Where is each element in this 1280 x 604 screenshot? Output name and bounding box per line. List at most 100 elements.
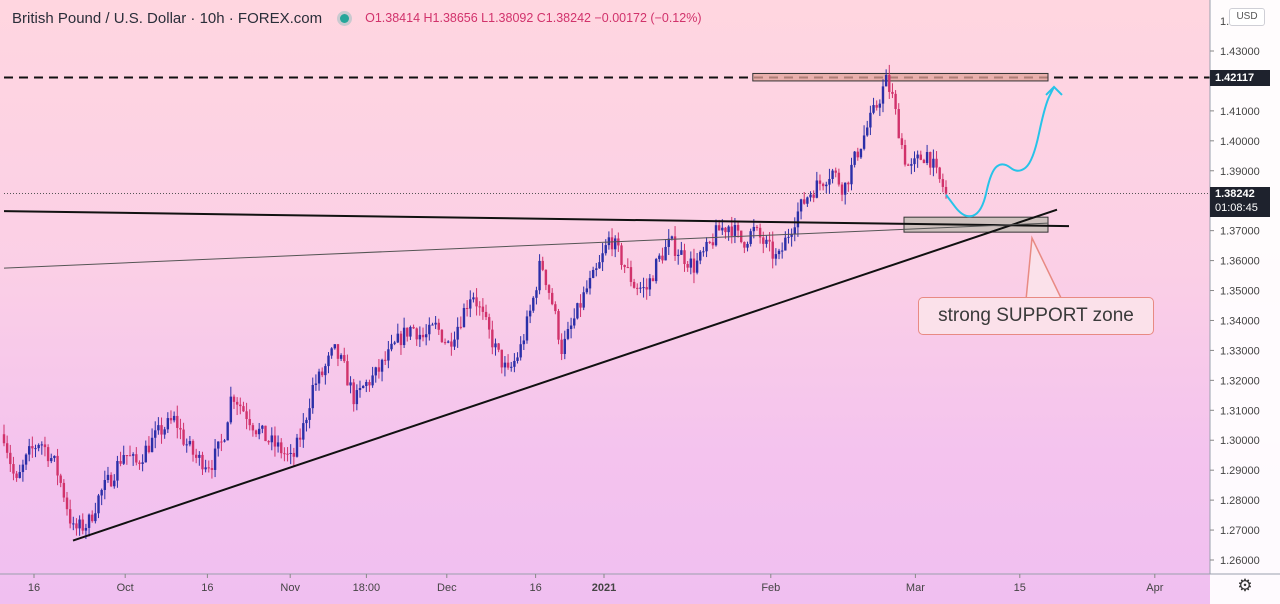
candle-body bbox=[131, 454, 135, 456]
candle-body bbox=[109, 474, 113, 487]
candle-body bbox=[371, 375, 374, 386]
candle-body bbox=[774, 254, 778, 259]
candle-body bbox=[251, 425, 255, 431]
candle-body bbox=[535, 290, 538, 298]
candle-body bbox=[478, 306, 481, 308]
candle-body bbox=[440, 329, 444, 343]
support-label: strong SUPPORT zone bbox=[938, 305, 1134, 326]
currency-selector[interactable]: USD bbox=[1229, 8, 1265, 26]
candle-body bbox=[784, 237, 787, 251]
candle-body bbox=[267, 441, 270, 443]
candle-body bbox=[481, 306, 485, 312]
candle-body bbox=[601, 253, 604, 263]
candle-body bbox=[922, 159, 926, 164]
candle-body bbox=[516, 357, 519, 361]
x-tick-label: 16 bbox=[28, 582, 40, 594]
candle-body bbox=[491, 329, 494, 348]
candle-body bbox=[762, 237, 765, 244]
candle-body bbox=[780, 250, 784, 252]
candle-body bbox=[645, 287, 648, 290]
x-tick-label: Dec bbox=[437, 582, 457, 594]
candle-body bbox=[424, 334, 428, 338]
candle-body bbox=[941, 179, 945, 187]
ohlc-values: O1.38414 H1.38656 L1.38092 C1.38242 −0.0… bbox=[365, 11, 702, 25]
candle-body bbox=[333, 344, 337, 349]
candle-body bbox=[484, 311, 488, 318]
candle-body bbox=[900, 138, 904, 146]
candle-body bbox=[573, 318, 576, 326]
candle-body bbox=[689, 258, 693, 268]
candle-body bbox=[686, 264, 689, 268]
candle-body bbox=[106, 474, 110, 481]
candle-body bbox=[730, 226, 733, 236]
candle-body bbox=[752, 226, 756, 232]
candle-body bbox=[755, 226, 759, 228]
candle-body bbox=[343, 355, 346, 362]
candle-body bbox=[702, 251, 705, 253]
y-tick-label: 1.43000 bbox=[1220, 46, 1260, 58]
candle-body bbox=[406, 327, 409, 337]
candle-body bbox=[87, 514, 91, 528]
resistance-zone bbox=[752, 72, 1049, 82]
candle-body bbox=[188, 441, 192, 445]
candle-body bbox=[374, 367, 377, 376]
candle-body bbox=[273, 435, 277, 447]
candle-body bbox=[938, 167, 941, 180]
y-tick-label: 1.34000 bbox=[1220, 315, 1260, 327]
candle-body bbox=[831, 170, 834, 179]
candle-body bbox=[352, 382, 355, 405]
candle-body bbox=[541, 260, 544, 270]
x-tick-label: Mar bbox=[906, 582, 925, 594]
candle-body bbox=[232, 396, 236, 402]
candle-body bbox=[768, 239, 771, 242]
candle-body bbox=[443, 342, 447, 344]
candle-body bbox=[743, 242, 746, 248]
current-price-value: 1.38242 bbox=[1215, 188, 1255, 200]
candle-body bbox=[623, 265, 626, 268]
x-tick-label: Oct bbox=[117, 582, 134, 594]
x-tick-label: 18:00 bbox=[353, 582, 381, 594]
candle-body bbox=[172, 415, 176, 421]
candle-body bbox=[673, 236, 677, 256]
candle-body bbox=[314, 383, 318, 385]
candle-body bbox=[43, 444, 47, 448]
candle-body bbox=[150, 437, 154, 453]
trendlines-layer bbox=[3, 208, 1070, 542]
candle-body bbox=[906, 164, 910, 166]
candle-body bbox=[437, 322, 440, 330]
x-tick-label: Apr bbox=[1146, 582, 1163, 594]
gear-icon[interactable]: ⚙ bbox=[1237, 576, 1253, 596]
candle-body bbox=[302, 423, 305, 440]
candle-body bbox=[191, 441, 195, 455]
projection-layer bbox=[945, 85, 1063, 218]
candle-body bbox=[462, 307, 466, 328]
candle-body bbox=[790, 234, 793, 237]
trendline bbox=[72, 208, 1058, 542]
callout-pointer bbox=[1025, 235, 1064, 301]
candle-body bbox=[308, 408, 311, 420]
candle-body bbox=[812, 194, 815, 198]
candle-body bbox=[566, 328, 570, 339]
candle-body bbox=[837, 172, 841, 185]
market-status-icon bbox=[340, 13, 350, 23]
candle-body bbox=[569, 325, 573, 329]
y-tick-label: 1.35000 bbox=[1220, 286, 1260, 298]
candle-body bbox=[506, 362, 510, 368]
candle-body bbox=[929, 152, 932, 168]
candle-body bbox=[34, 448, 37, 450]
candle-body bbox=[777, 250, 781, 255]
candle-body bbox=[12, 464, 15, 474]
candle-body bbox=[680, 250, 683, 255]
candle-body bbox=[850, 164, 853, 185]
candle-body bbox=[160, 425, 163, 435]
candle-body bbox=[239, 404, 242, 407]
symbol-title[interactable]: British Pound / U.S. Dollar · 10h · FORE… bbox=[12, 9, 323, 27]
candle-body bbox=[346, 361, 349, 386]
candle-body bbox=[818, 180, 822, 184]
candle-body bbox=[147, 445, 151, 453]
candle-body bbox=[384, 359, 387, 361]
candle-body bbox=[179, 427, 182, 430]
candle-body bbox=[412, 326, 415, 329]
candle-body bbox=[840, 184, 844, 195]
candle-body bbox=[447, 341, 450, 343]
